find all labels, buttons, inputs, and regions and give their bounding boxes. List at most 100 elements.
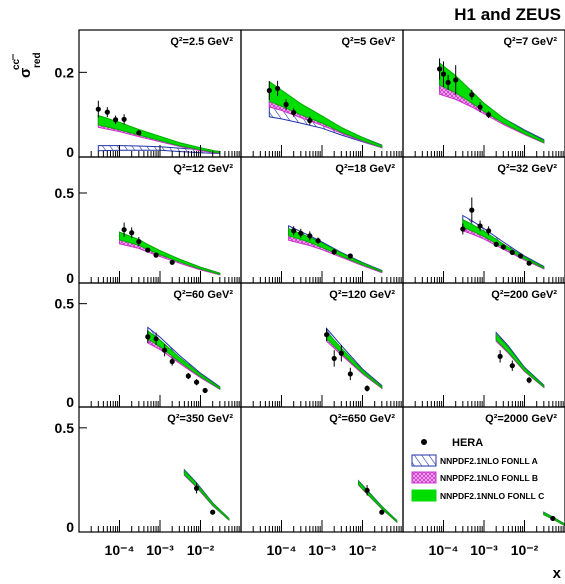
data-point bbox=[283, 101, 289, 108]
data-point bbox=[509, 249, 515, 255]
band-fonll-c bbox=[495, 333, 545, 389]
data-point bbox=[477, 104, 483, 110]
data-point bbox=[153, 252, 159, 258]
legend-swatch bbox=[411, 454, 437, 467]
data-point bbox=[509, 363, 515, 369]
data-point bbox=[121, 227, 127, 233]
data-point bbox=[436, 66, 443, 72]
legend-swatch bbox=[411, 489, 437, 502]
panel-frame bbox=[402, 406, 565, 533]
data-point bbox=[338, 350, 344, 356]
panel-11: Q²=650 GeV² bbox=[240, 406, 404, 533]
panel-q2-label: Q²=32 GeV² bbox=[497, 163, 557, 175]
x-tick-label: 10⁻⁴ bbox=[267, 542, 297, 558]
data-point bbox=[486, 112, 492, 118]
panel-q2-label: Q²=200 GeV² bbox=[491, 289, 557, 301]
data-point bbox=[121, 116, 127, 122]
y-tick-label: 0 bbox=[66, 394, 74, 410]
data-point bbox=[469, 92, 475, 98]
panel-frame bbox=[240, 29, 404, 158]
data-point bbox=[486, 228, 492, 234]
data-point bbox=[550, 515, 556, 522]
data-point bbox=[136, 239, 142, 245]
data-point bbox=[169, 358, 175, 365]
y-tick-label: 0.2 bbox=[55, 64, 75, 80]
legend-marker-hera bbox=[421, 439, 427, 445]
panel-q2-label: Q²=2000 GeV² bbox=[485, 413, 557, 425]
data-point bbox=[460, 226, 466, 232]
band-fonll-c bbox=[439, 61, 545, 144]
panel-7: Q²=60 GeV² bbox=[78, 282, 242, 408]
data-point bbox=[315, 238, 321, 244]
data-point bbox=[291, 228, 297, 234]
panel-9: Q²=200 GeV² bbox=[402, 282, 565, 408]
y-tick-label: 0.5 bbox=[55, 420, 75, 436]
legend-label: HERA bbox=[452, 437, 483, 449]
band-fonll-c bbox=[358, 480, 398, 523]
data-point bbox=[307, 117, 313, 124]
data-point bbox=[469, 207, 475, 213]
legend-swatch bbox=[411, 471, 437, 484]
panel-frame bbox=[402, 282, 565, 408]
data-point bbox=[193, 485, 200, 491]
data-point bbox=[347, 253, 353, 259]
panel-frame bbox=[402, 156, 565, 284]
data-point bbox=[440, 71, 447, 77]
band-fonll-c bbox=[268, 80, 383, 149]
band-fonll-a bbox=[147, 326, 221, 390]
data-point bbox=[307, 233, 313, 239]
data-point bbox=[477, 223, 483, 229]
band-fonll-c bbox=[119, 231, 221, 276]
y-tick-label: 0.5 bbox=[55, 296, 75, 312]
x-tick-label: 10⁻² bbox=[187, 542, 215, 558]
data-point bbox=[193, 379, 200, 385]
panel-2: Q²=5 GeV² bbox=[240, 29, 404, 158]
x-tick-label: 10⁻² bbox=[349, 542, 377, 558]
data-point bbox=[145, 247, 151, 253]
legend-label: NNPDF2.1NLO FONLL B bbox=[440, 473, 538, 483]
panel-3: Q²=7 GeV² bbox=[402, 29, 565, 158]
x-tick-label: 10⁻² bbox=[511, 542, 539, 558]
panel-q2-label: Q²=12 GeV² bbox=[173, 163, 233, 175]
data-point bbox=[145, 334, 151, 340]
svg-text:σ: σ bbox=[17, 68, 34, 78]
data-point bbox=[291, 109, 297, 116]
panel-frame bbox=[240, 406, 404, 533]
y-tick-label: 0 bbox=[66, 144, 74, 160]
data-point bbox=[136, 130, 142, 136]
data-point bbox=[331, 249, 337, 255]
data-point bbox=[112, 117, 119, 123]
x-tick-label: 10⁻⁴ bbox=[429, 542, 459, 558]
legend-label: NNPDF2.1NNLO FONLL C bbox=[440, 491, 544, 501]
panel-10: Q²=350 GeV² bbox=[78, 406, 242, 533]
data-point bbox=[379, 509, 385, 515]
x-tick-label: 10⁻³ bbox=[470, 542, 498, 558]
data-point bbox=[493, 241, 499, 247]
panel-1: Q²=2.5 GeV² bbox=[78, 29, 242, 158]
panel-frame bbox=[240, 282, 404, 408]
legend: HERA NNPDF2.1NLO FONLL A NNPDF2.1NLO FONLL… bbox=[411, 437, 544, 502]
x-axis-label: x bbox=[553, 565, 562, 582]
y-tick-label: 0 bbox=[66, 270, 74, 286]
data-point bbox=[445, 79, 451, 86]
svg-text:cc: cc bbox=[11, 58, 22, 70]
data-point bbox=[104, 109, 110, 115]
panel-q2-label: Q²=5 GeV² bbox=[342, 36, 396, 48]
data-point bbox=[324, 332, 330, 338]
chart-title: H1 and ZEUS bbox=[454, 5, 561, 24]
legend-label: NNPDF2.1NLO FONLL A bbox=[440, 456, 538, 466]
y-axis-label: σ cc red bbox=[11, 52, 43, 78]
band-fonll-a bbox=[462, 214, 545, 269]
panel-frame bbox=[78, 156, 242, 284]
data-point bbox=[169, 259, 175, 265]
panel-q2-label: Q²=18 GeV² bbox=[335, 163, 395, 175]
panel-q2-label: Q²=350 GeV² bbox=[167, 413, 233, 425]
data-point bbox=[497, 353, 503, 359]
data-point bbox=[162, 347, 168, 353]
data-point bbox=[517, 253, 524, 259]
panel-4: Q²=12 GeV² bbox=[78, 156, 242, 284]
x-tick-label: 10⁻³ bbox=[308, 542, 336, 558]
data-point bbox=[526, 377, 532, 383]
y-tick-label: 0 bbox=[66, 519, 74, 535]
